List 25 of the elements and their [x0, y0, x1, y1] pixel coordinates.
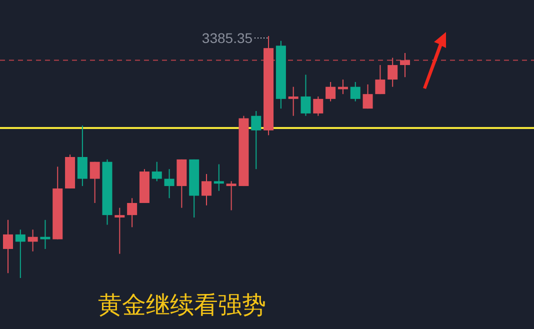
- candlestick: [114, 207, 125, 254]
- candlestick: [388, 57, 398, 88]
- candlestick: [362, 84, 373, 110]
- candlestick: [313, 96, 324, 116]
- candlestick: [226, 180, 236, 211]
- candlestick: [3, 219, 13, 274]
- candlestick: [164, 168, 174, 199]
- candlestick: [77, 125, 88, 187]
- candlestick: [40, 219, 50, 250]
- candlestick: [152, 161, 162, 182]
- candlestick: [202, 173, 212, 206]
- candlestick: [350, 81, 360, 102]
- candlestick: [28, 229, 38, 252]
- candlestick: [15, 229, 26, 278]
- candlestick: [300, 74, 311, 116]
- candlestick: [214, 164, 224, 192]
- candlestick: [127, 198, 138, 228]
- candlestick: [90, 161, 100, 204]
- candlestick: [400, 52, 410, 78]
- candlestick: [251, 110, 262, 170]
- candlestick: [288, 86, 298, 116]
- annotation: 3385.35: [202, 30, 253, 46]
- candlestick: [375, 64, 386, 95]
- text: 黄金继续看强势: [98, 291, 266, 319]
- candlestick: [326, 81, 336, 102]
